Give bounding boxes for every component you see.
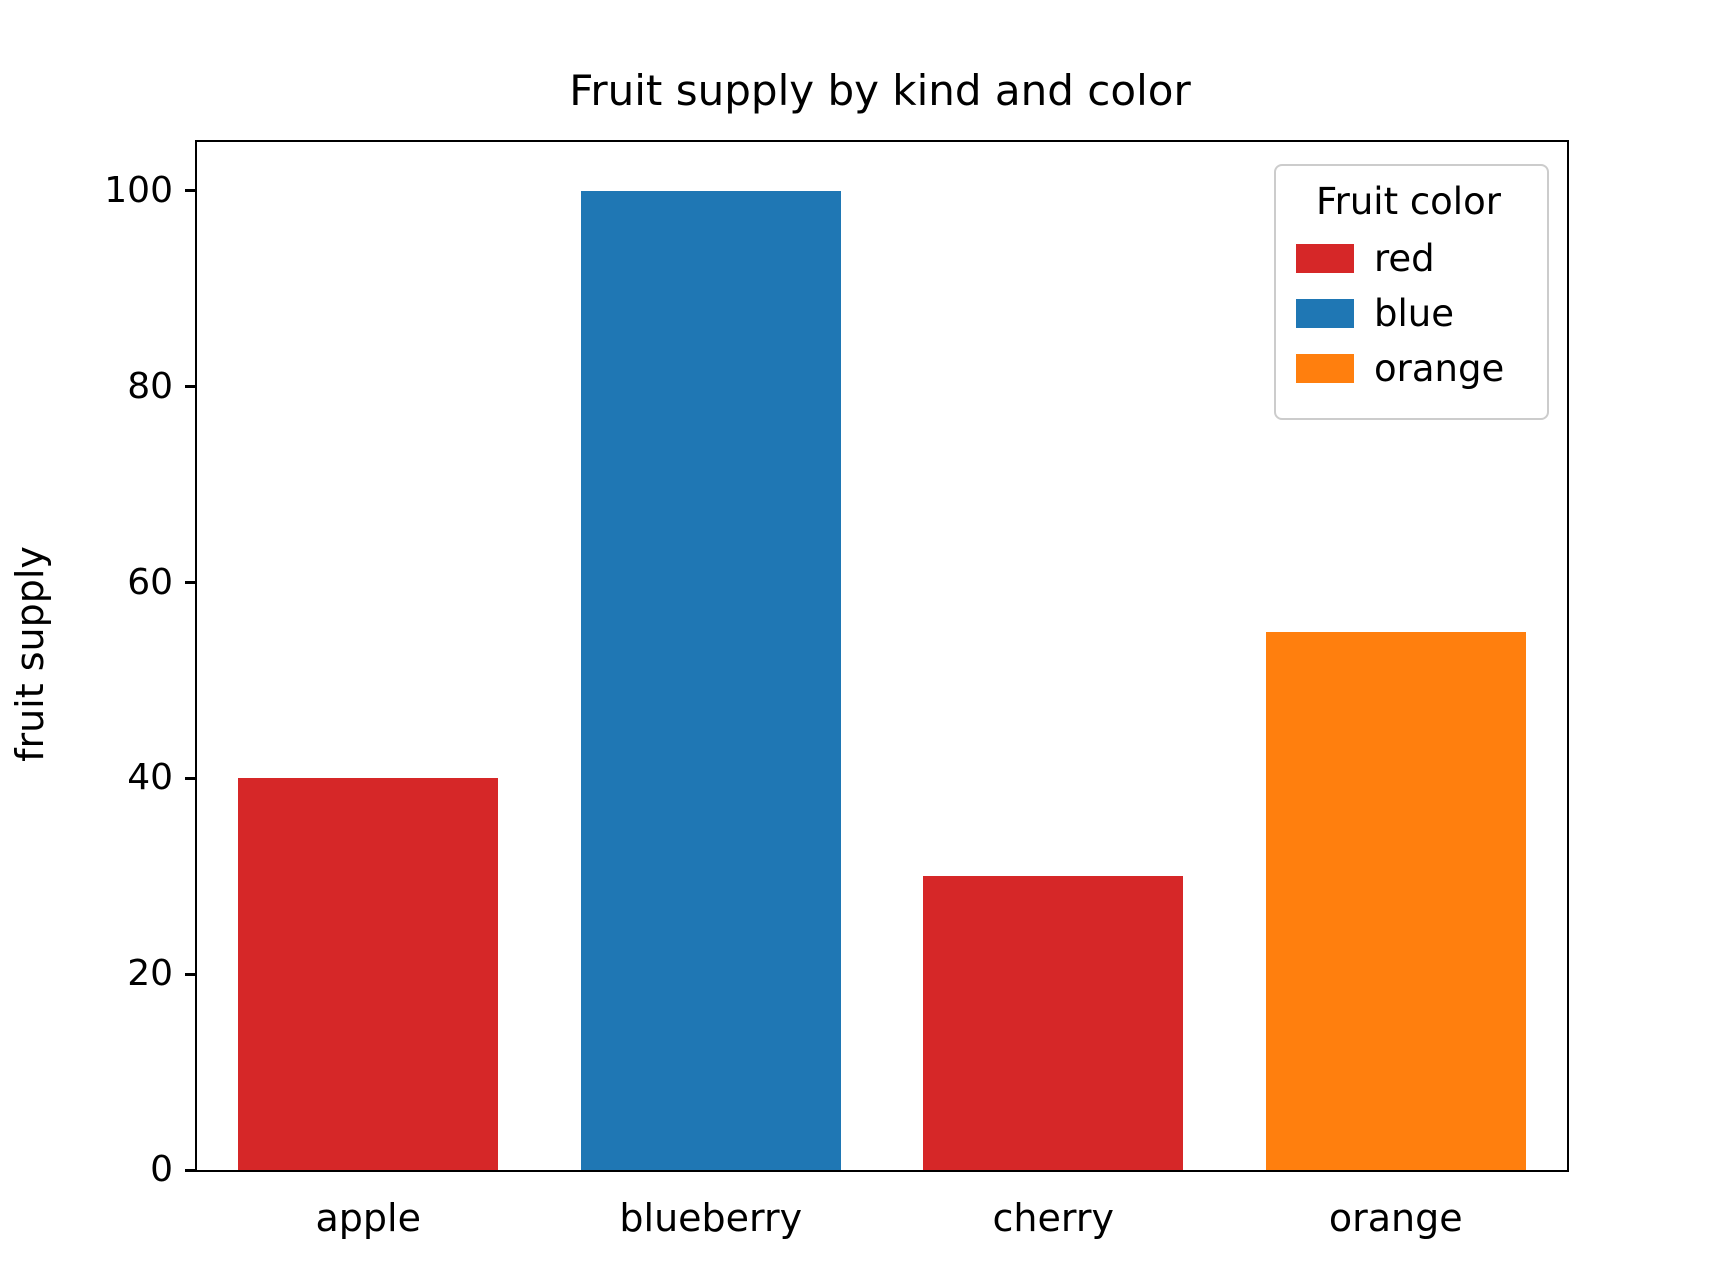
y-tick-label-60: 60 bbox=[127, 561, 173, 603]
legend-label-red: red bbox=[1374, 237, 1435, 280]
legend-entries-group: red blue orange bbox=[1296, 237, 1521, 390]
bar-apple bbox=[238, 778, 499, 1170]
x-tick-label-blueberry: blueberry bbox=[619, 1196, 803, 1240]
x-tick-label-orange: orange bbox=[1328, 1196, 1463, 1240]
bar-cherry bbox=[923, 876, 1184, 1170]
legend-swatch-blue bbox=[1296, 299, 1354, 328]
legend: Fruit color red blue orange bbox=[1274, 164, 1549, 420]
y-tick-mark-80 bbox=[185, 385, 197, 389]
legend-title: Fruit color bbox=[1316, 180, 1501, 223]
plot-area: 0 20 40 60 80 100 apple blueberry cherry orange … bbox=[104, 140, 1569, 1240]
legend-swatch-orange bbox=[1296, 354, 1354, 383]
chart-title: Fruit supply by kind and color bbox=[569, 66, 1191, 115]
y-tick-label-80: 80 bbox=[127, 365, 173, 407]
legend-swatch-red bbox=[1296, 244, 1354, 273]
y-tick-mark-40 bbox=[185, 776, 197, 780]
x-tick-label-apple: apple bbox=[315, 1196, 421, 1240]
x-tick-label-cherry: cherry bbox=[992, 1196, 1114, 1240]
y-tick-label-20: 20 bbox=[127, 953, 173, 995]
legend-label-blue: blue bbox=[1374, 292, 1454, 335]
y-tick-mark-60 bbox=[185, 581, 197, 585]
legend-entry-orange: orange bbox=[1296, 347, 1521, 390]
y-tick-mark-20 bbox=[185, 972, 197, 976]
bar-blueberry bbox=[580, 190, 841, 1170]
y-axis-label: fruit supply bbox=[8, 546, 52, 762]
legend-entry-blue: blue bbox=[1296, 292, 1521, 335]
legend-label-orange: orange bbox=[1374, 347, 1505, 390]
y-tick-label-40: 40 bbox=[127, 757, 173, 799]
y-tick-label-0: 0 bbox=[150, 1149, 173, 1190]
y-tick-label-100: 100 bbox=[104, 169, 173, 211]
bar-orange bbox=[1265, 631, 1526, 1170]
legend-entry-red: red bbox=[1296, 237, 1521, 280]
y-tick-mark-100 bbox=[185, 189, 197, 193]
y-tick-mark-0 bbox=[185, 1168, 197, 1172]
